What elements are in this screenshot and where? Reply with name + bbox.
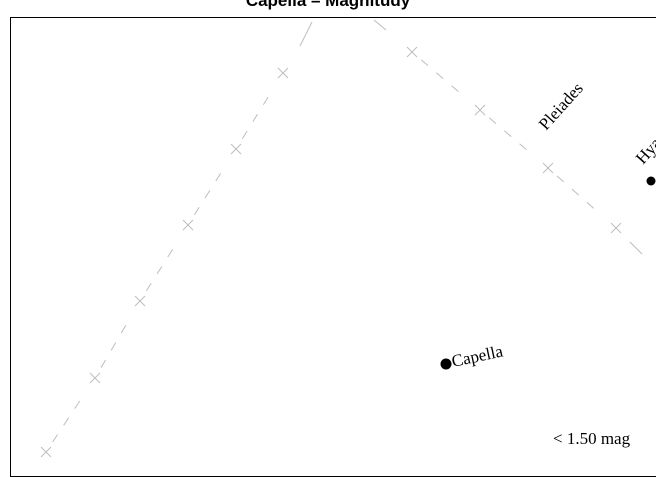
grid-dash-right xyxy=(488,117,497,125)
grid-dash-right xyxy=(629,241,643,255)
grid-cross-stroke xyxy=(474,104,486,116)
grid-dash-left xyxy=(299,21,313,47)
grid-dash-left xyxy=(110,342,117,351)
hyades-star xyxy=(646,176,656,186)
grid-dash-left xyxy=(120,325,127,334)
grid-dash-right xyxy=(436,72,444,79)
grid-cross-left xyxy=(230,143,242,155)
grid-dash-right xyxy=(571,188,580,196)
grid-cross-right xyxy=(610,222,622,234)
pleiades-label: Pleiades xyxy=(535,79,587,134)
grid-dash-left xyxy=(193,206,200,216)
grid-cross-right xyxy=(474,104,486,116)
grid-cross-right xyxy=(406,46,418,58)
grid-cross-stroke xyxy=(182,219,194,231)
grid-dash-left xyxy=(74,400,81,409)
grid-dash-left xyxy=(145,282,152,292)
grid-dash-right xyxy=(451,85,459,92)
grid-dash-right xyxy=(420,59,429,67)
grid-cross-left xyxy=(277,67,289,79)
grid-cross-stroke xyxy=(89,372,101,384)
grid-dash-left xyxy=(204,190,211,199)
grid-cross-stroke xyxy=(610,222,622,234)
grid-cross-stroke xyxy=(277,67,289,79)
grid-dash-left xyxy=(156,266,163,275)
grid-cross-stroke xyxy=(542,162,554,174)
capella-star xyxy=(440,358,452,370)
grid-dash-left xyxy=(63,417,70,426)
capella-label: Capella xyxy=(450,341,505,370)
grid-dash-right xyxy=(373,19,387,31)
grid-dash-left xyxy=(52,434,59,443)
magnitude-legend: < 1.50 mag xyxy=(553,429,631,448)
grid-dash-left xyxy=(241,130,248,140)
hyades-label: Hyades xyxy=(632,117,656,168)
grid-dash-left xyxy=(215,173,221,182)
grid-dash-left xyxy=(167,249,173,258)
grid-dash-right xyxy=(519,143,527,150)
grid-cross-left xyxy=(134,295,146,307)
grid-dash-left xyxy=(252,113,258,123)
grid-cross-stroke xyxy=(406,46,418,58)
coordinate-line-right xyxy=(373,19,643,255)
sky-map: Capella Hyades Pleiades < 1.50 mag xyxy=(40,19,656,458)
grid-cross-left xyxy=(89,372,101,384)
chart-title: Capella – Magnitudy xyxy=(245,0,411,10)
grid-dash-right xyxy=(556,175,565,183)
grid-dash-right xyxy=(586,202,595,209)
grid-cross-left xyxy=(182,219,194,231)
grid-cross-stroke xyxy=(134,295,146,307)
map-frame xyxy=(10,17,656,477)
grid-cross-stroke xyxy=(40,446,52,458)
coordinate-line-left xyxy=(40,21,313,458)
grid-dash-left xyxy=(100,359,107,368)
grid-cross-stroke xyxy=(230,143,242,155)
grid-dash-left xyxy=(262,96,269,106)
grid-dash-right xyxy=(504,130,512,137)
grid-cross-right xyxy=(542,162,554,174)
grid-cross-left xyxy=(40,446,52,458)
